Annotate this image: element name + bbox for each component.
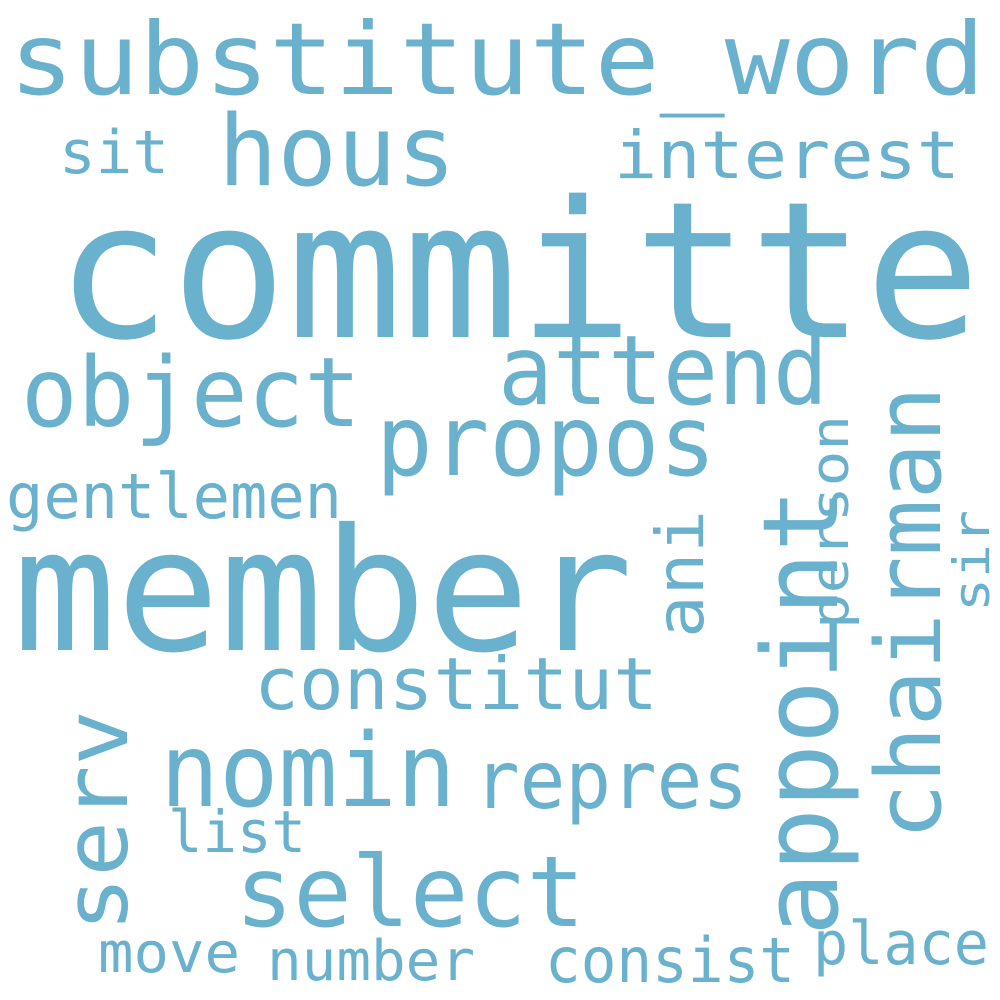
word-sit: sit [59,118,169,188]
word-list: list [168,798,306,866]
word-move: move [98,921,240,986]
word-sir: sir [943,510,1000,612]
word-attend: attend [498,315,828,427]
word-ani: ani [642,510,719,638]
word-hous: hous [218,95,456,209]
word-appoint: appoint [740,488,862,936]
word-gentlemen: gentlemen [6,460,342,533]
word-person: person [801,415,861,629]
word-nomin: nomin [160,712,456,831]
word-committe: committe [56,161,981,382]
word-substitute-word: substitute_word [9,1,985,118]
word-select: select [235,836,585,950]
word-member: member [13,493,633,691]
word-repres: repres [474,734,748,827]
word-place: place [813,909,989,979]
word-number: number [267,929,475,994]
word-interest: interest [614,117,960,194]
word-chairman: chairman [857,386,962,840]
word-consist: consist [545,924,795,997]
word-object: object [21,337,361,449]
word-constitut: constitut [254,642,658,726]
word-propos: propos [376,385,716,499]
word-serv: serv [45,710,148,932]
